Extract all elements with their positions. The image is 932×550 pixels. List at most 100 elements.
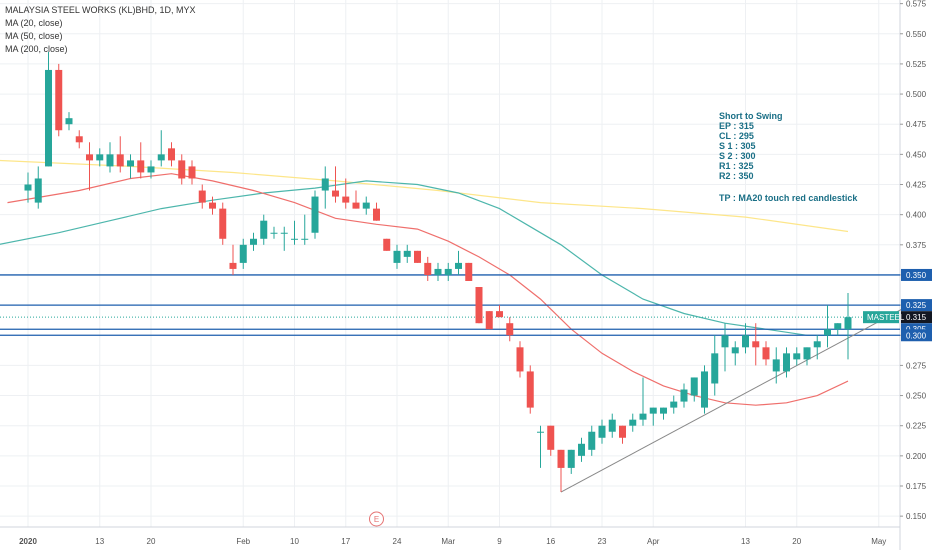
candle-body (198, 190, 206, 203)
x-tick-label: Mar (441, 537, 455, 546)
candle-body (291, 238, 298, 240)
candle-body (444, 268, 452, 275)
x-tick-label: Apr (647, 537, 660, 546)
y-tick-label: 0.475 (906, 120, 927, 129)
candle-body (280, 232, 288, 234)
level-price-label: 0.315 (906, 313, 927, 322)
candle-body (373, 208, 380, 221)
event-marker-label: E (374, 515, 379, 524)
x-tick-label: 23 (598, 537, 607, 546)
candle-body (116, 154, 124, 167)
candle-body (721, 335, 729, 348)
candle-body (147, 166, 155, 173)
candle-body (239, 244, 247, 263)
candle-body (434, 268, 442, 275)
candle-body (465, 262, 473, 281)
candle-body (65, 118, 73, 125)
candle-body (250, 238, 257, 245)
legend-ma20[interactable]: MA (20, close) (5, 18, 63, 28)
candle-body (844, 317, 852, 330)
candle-body (752, 341, 760, 348)
candle-body (475, 287, 483, 324)
candle-body (639, 413, 647, 420)
candle-body (731, 347, 739, 354)
level-price-tag (901, 311, 932, 324)
y-tick-label: 0.200 (906, 452, 927, 461)
x-tick-label: 20 (147, 537, 156, 546)
annotation-line: R1 : 325 (719, 161, 754, 171)
candle-body (137, 160, 145, 173)
candle-body (383, 238, 391, 251)
candle-body (362, 202, 370, 209)
y-tick-label: 0.275 (906, 361, 927, 370)
level-price-label: 0.325 (906, 301, 927, 310)
x-tick-label: 17 (341, 537, 350, 546)
candle-body (598, 425, 606, 438)
y-tick-label: 0.250 (906, 392, 927, 401)
level-price-tag (901, 268, 932, 281)
level-price-label: 0.350 (906, 271, 927, 280)
candle-body (229, 262, 237, 269)
trade-plan-annotation[interactable]: Short to Swing EP : 315 CL : 295 S 1 : 3… (719, 111, 857, 203)
annotation-line: CL : 295 (719, 131, 754, 141)
candle-body (588, 431, 596, 450)
x-tick-label: 24 (393, 537, 402, 546)
candle-body (485, 311, 493, 330)
y-tick-label: 0.400 (906, 211, 927, 220)
candle-body (813, 341, 821, 348)
candle-body (55, 69, 63, 131)
candle-body (301, 238, 309, 240)
candle-body (45, 69, 52, 167)
candle-body (824, 329, 831, 336)
y-tick-label: 0.575 (906, 0, 927, 9)
candle-body (157, 154, 165, 161)
y-tick-label: 0.500 (906, 90, 927, 99)
candle-body (106, 154, 114, 167)
annotation-tp: TP : MA20 touch red candlestick (719, 193, 858, 203)
ma50-line (0, 180, 848, 336)
y-tick-label: 0.550 (906, 30, 927, 39)
y-tick-label: 0.425 (906, 181, 927, 190)
chart-legend: MALAYSIA STEEL WORKS (KL)BHD, 1D, MYX MA… (5, 4, 196, 56)
candle-body (649, 407, 657, 414)
candle-body (321, 178, 329, 191)
candle-body (178, 160, 186, 179)
candle-body (578, 443, 585, 456)
legend-ma50[interactable]: MA (50, close) (5, 31, 63, 41)
candle-body (526, 371, 534, 408)
candle-body (506, 323, 514, 336)
candle-body (24, 184, 32, 191)
y-tick-label: 0.175 (906, 482, 927, 491)
candle-body (690, 377, 698, 396)
y-tick-label: 0.150 (906, 512, 927, 521)
candle-body (127, 160, 134, 167)
y-tick-label: 0.375 (906, 241, 927, 250)
candle-body (332, 190, 339, 197)
candle-body (701, 371, 708, 408)
level-price-label: 0.300 (906, 331, 927, 340)
ma200-line (0, 159, 849, 233)
candle-body (352, 202, 360, 209)
candle-body (496, 311, 503, 318)
x-tick-label: 10 (290, 537, 299, 546)
candle-body (96, 154, 104, 161)
y-tick-label: 0.225 (906, 422, 927, 431)
level-price-tag (901, 329, 932, 342)
candle-body (567, 449, 575, 468)
candle-body (209, 202, 216, 209)
y-tick-label: 0.450 (906, 150, 927, 159)
candle-body (803, 347, 811, 360)
candle-body (608, 419, 616, 432)
candle-body (557, 449, 565, 468)
candle-body (793, 353, 801, 360)
x-tick-label: 2020 (19, 537, 37, 546)
symbol-title: MALAYSIA STEEL WORKS (KL)BHD, 1D, MYX (5, 5, 196, 15)
annotation-line: EP : 315 (719, 121, 754, 131)
candle-body (414, 250, 421, 263)
candle-body (670, 401, 678, 408)
candle-body (516, 347, 524, 372)
legend-ma200[interactable]: MA (200, close) (5, 44, 68, 54)
trend-line (560, 304, 910, 493)
